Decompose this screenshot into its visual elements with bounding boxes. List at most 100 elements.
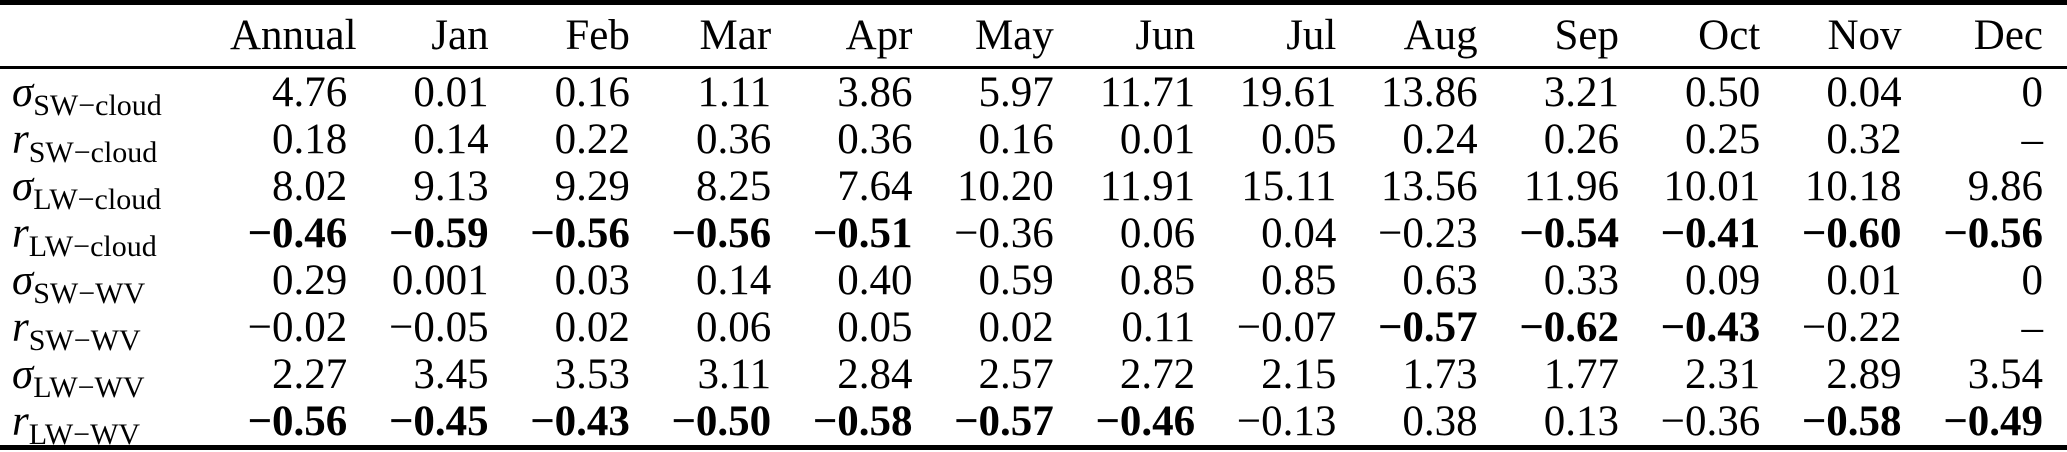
cell-jul: 0.04: [1261, 209, 1337, 257]
cell-oct: −0.41: [1660, 209, 1761, 257]
cell-feb: 0.02: [554, 303, 630, 351]
cell-sep: 0.26: [1543, 115, 1619, 163]
cell-feb: 0.03: [554, 256, 630, 304]
row-label: rSW−WV: [0, 303, 230, 356]
cell-may: −0.57: [954, 397, 1054, 445]
cell-sep: 0.13: [1543, 397, 1619, 445]
cell-sep: 3.21: [1543, 68, 1619, 116]
row-subscript: SW−cloud: [28, 135, 158, 169]
cell-jan: 0.14: [413, 115, 489, 163]
cell-jun: 0.06: [1119, 209, 1196, 257]
cell-dec: 0: [2021, 256, 2044, 304]
cell-oct: −0.36: [1660, 397, 1761, 445]
row-symbol: σ: [12, 256, 34, 304]
cell-dec: −0.49: [1943, 397, 2043, 445]
cell-jun: 0.11: [1121, 303, 1196, 351]
col-header-nov: Nov: [1827, 11, 1902, 59]
col-header-annual: Annual: [230, 11, 357, 59]
cell-aug: −0.23: [1378, 209, 1478, 257]
table-row: rLW−WV −0.56 −0.45 −0.43 −0.50 −0.58 −0.57 −0.4…: [0, 397, 2067, 450]
cell-mar: 0.36: [695, 115, 772, 163]
col-header-jan: Jan: [431, 11, 489, 59]
cell-annual: 2.27: [272, 350, 348, 398]
cell-aug: 0.63: [1402, 256, 1478, 304]
cell-jan: 9.13: [413, 162, 489, 210]
row-label: σSW−WV: [0, 256, 230, 309]
row-subscript: LW−WV: [33, 370, 145, 404]
cell-apr: 0.36: [837, 115, 913, 163]
cell-jul: 19.61: [1239, 68, 1337, 116]
col-header-may: May: [974, 11, 1054, 59]
col-header-dec: Dec: [1973, 11, 2043, 59]
row-label: rLW−cloud: [0, 210, 230, 262]
cell-may: −0.36: [954, 209, 1054, 257]
cell-annual: −0.56: [247, 397, 348, 445]
cell-feb: −0.43: [530, 397, 630, 445]
cell-sep: 1.77: [1543, 350, 1619, 398]
cell-dec: 0: [2021, 68, 2044, 116]
row-subscript: LW−cloud: [33, 182, 162, 216]
cell-jun: 11.71: [1099, 68, 1196, 116]
cell-aug: 13.86: [1380, 68, 1478, 116]
cell-may: 10.20: [957, 162, 1054, 210]
col-header-oct: Oct: [1698, 11, 1761, 59]
cell-jan: 0.01: [413, 68, 489, 116]
cell-oct: 0.50: [1685, 68, 1761, 116]
cell-may: 0.02: [978, 303, 1054, 351]
cell-annual: −0.02: [247, 303, 348, 351]
row-subscript: SW−cloud: [33, 88, 162, 122]
cell-apr: 7.64: [837, 162, 913, 210]
cell-sep: 0.33: [1543, 256, 1619, 304]
row-symbol: σ: [12, 162, 34, 210]
cell-mar: 1.11: [697, 68, 772, 116]
cell-mar: −0.50: [671, 397, 772, 445]
col-header-feb: Feb: [565, 11, 630, 59]
row-label: σSW−cloud: [0, 67, 230, 121]
cell-apr: −0.51: [812, 209, 913, 257]
cell-dec: −0.56: [1943, 209, 2043, 257]
cell-nov: −0.58: [1801, 397, 1902, 445]
row-label-column-header: [0, 5, 230, 67]
cell-oct: 0.25: [1685, 115, 1761, 163]
cell-jan: −0.45: [388, 397, 489, 445]
cell-aug: 0.24: [1402, 115, 1478, 163]
cell-annual: 4.76: [272, 68, 348, 116]
row-subscript: SW−WV: [33, 276, 146, 310]
monthly-statistics-table: Annual Jan Feb Mar Apr May Jun Jul Aug Sep Oct Nov D…: [0, 5, 2067, 450]
cell-feb: −0.56: [530, 209, 630, 257]
cell-feb: 9.29: [554, 162, 630, 210]
cell-sep: −0.62: [1519, 303, 1619, 351]
row-symbol: r: [12, 397, 29, 445]
cell-apr: −0.58: [812, 397, 913, 445]
cell-aug: 0.38: [1402, 397, 1478, 445]
cell-nov: 0.32: [1826, 115, 1902, 163]
cell-mar: −0.56: [671, 209, 772, 257]
cell-jan: −0.59: [388, 209, 489, 257]
cell-jan: 0.001: [391, 256, 489, 304]
cell-may: 2.57: [978, 350, 1054, 398]
row-symbol: r: [12, 303, 29, 351]
col-header-sep: Sep: [1554, 11, 1619, 59]
row-symbol: σ: [12, 68, 34, 116]
cell-apr: 3.86: [837, 68, 913, 116]
cell-feb: 3.53: [554, 350, 630, 398]
table-row: σSW−WV 0.29 0.001 0.03 0.14 0.40 0.59 0.85 0.85 0…: [0, 256, 2067, 309]
cell-jun: 2.72: [1119, 350, 1196, 398]
cell-apr: 0.40: [837, 256, 913, 304]
table-row: rSW−cloud 0.18 0.14 0.22 0.36 0.36 0.16 0.01 0.0…: [0, 115, 2067, 168]
row-subscript: LW−cloud: [28, 229, 157, 263]
cell-mar: 0.06: [695, 303, 772, 351]
cell-jul: 15.11: [1241, 162, 1337, 210]
cell-apr: 2.84: [837, 350, 913, 398]
cell-nov: 0.01: [1826, 256, 1902, 304]
header-row: Annual Jan Feb Mar Apr May Jun Jul Aug Sep Oct Nov D…: [0, 5, 2067, 67]
cell-oct: 2.31: [1685, 350, 1761, 398]
cell-aug: −0.57: [1377, 303, 1478, 351]
cell-nov: −0.60: [1801, 209, 1902, 257]
cell-sep: 11.96: [1523, 162, 1619, 210]
cell-nov: −0.22: [1802, 303, 1902, 351]
cell-annual: 8.02: [272, 162, 348, 210]
cell-sep: −0.54: [1519, 209, 1619, 257]
